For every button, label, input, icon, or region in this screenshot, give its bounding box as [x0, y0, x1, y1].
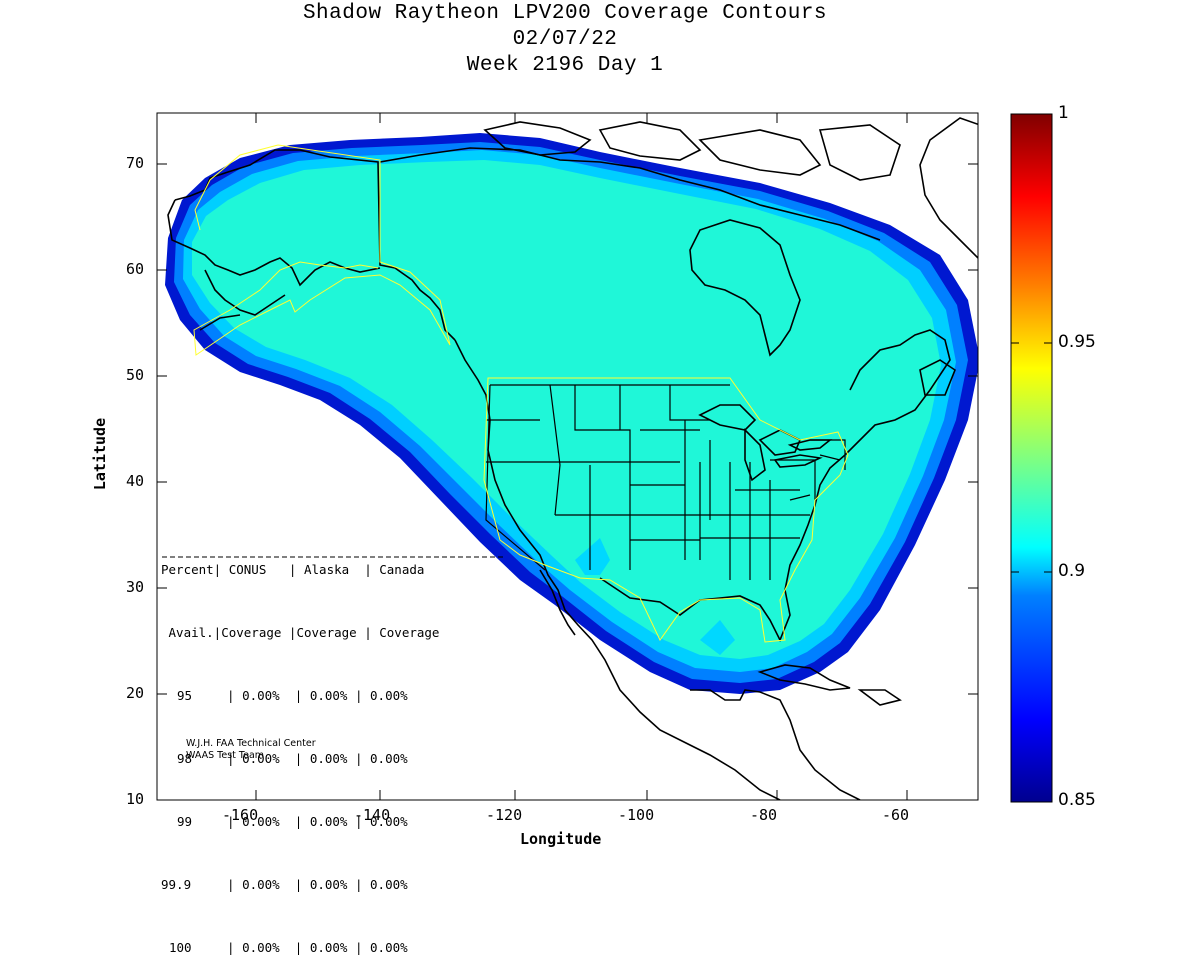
y-tick-label: 50 [126, 366, 145, 384]
x-axis-label: Longitude [520, 830, 602, 848]
y-tick-label: 30 [126, 578, 145, 596]
coverage-main [192, 160, 941, 659]
map-week: Week 2196 Day 1 [466, 54, 664, 77]
plot-frame [156, 112, 979, 801]
stats-header-row-2: Avail.|Coverage |Coverage | Coverage [161, 625, 440, 640]
y-tick-label: 10 [126, 790, 145, 808]
x-tick-label: -80 [750, 806, 778, 824]
y-tick-label: 70 [126, 154, 145, 172]
y-tick-label: 60 [126, 260, 145, 278]
state-borders [485, 384, 846, 580]
colorbar [1010, 113, 1053, 803]
colorbar-tick-label: 0.95 [1058, 332, 1096, 352]
x-tick-label: -140 [354, 806, 391, 824]
x-tick-label: -60 [882, 806, 910, 824]
colorbar-tick-label: 1 [1058, 103, 1069, 123]
stats-row: 99 | 0.00% | 0.00% | 0.00% [177, 814, 408, 829]
stats-row: 95 | 0.00% | 0.00% | 0.00% [177, 688, 408, 703]
service-volume-boundaries [193, 144, 849, 643]
axis-ticks [157, 113, 978, 800]
credit-text: W.J.H. FAA Technical Center WAAS Test Te… [186, 738, 316, 761]
coverage-pocket [575, 538, 610, 575]
x-tick-label: -120 [486, 806, 523, 824]
y-tick-label: 40 [126, 472, 145, 490]
colorbar-ticks [1011, 342, 1052, 573]
colorbar-tick-label: 0.9 [1058, 561, 1086, 581]
y-tick-label: 20 [126, 684, 145, 702]
x-tick-label: -100 [618, 806, 655, 824]
stats-row: 99.9 | 0.00% | 0.00% | 0.00% [161, 877, 408, 892]
colorbar-tick-label: 0.85 [1058, 790, 1096, 810]
stats-row: 98 | 0.00% | 0.00% | 0.00% [177, 751, 408, 766]
y-axis-label: Latitude [91, 417, 110, 491]
coverage-contours [165, 133, 978, 694]
map-figure [156, 112, 1053, 803]
stats-row: 100 | 0.00% | 0.00% | 0.00% [169, 940, 408, 955]
coverage-pocket [700, 620, 735, 655]
map-date: 02/07/22 [512, 28, 618, 51]
x-tick-label: -160 [222, 806, 259, 824]
map-title: Shadow Raytheon LPV200 Coverage Contours [302, 2, 828, 25]
stats-header-row-1: Percent| CONUS | Alaska | Canada [161, 562, 425, 577]
